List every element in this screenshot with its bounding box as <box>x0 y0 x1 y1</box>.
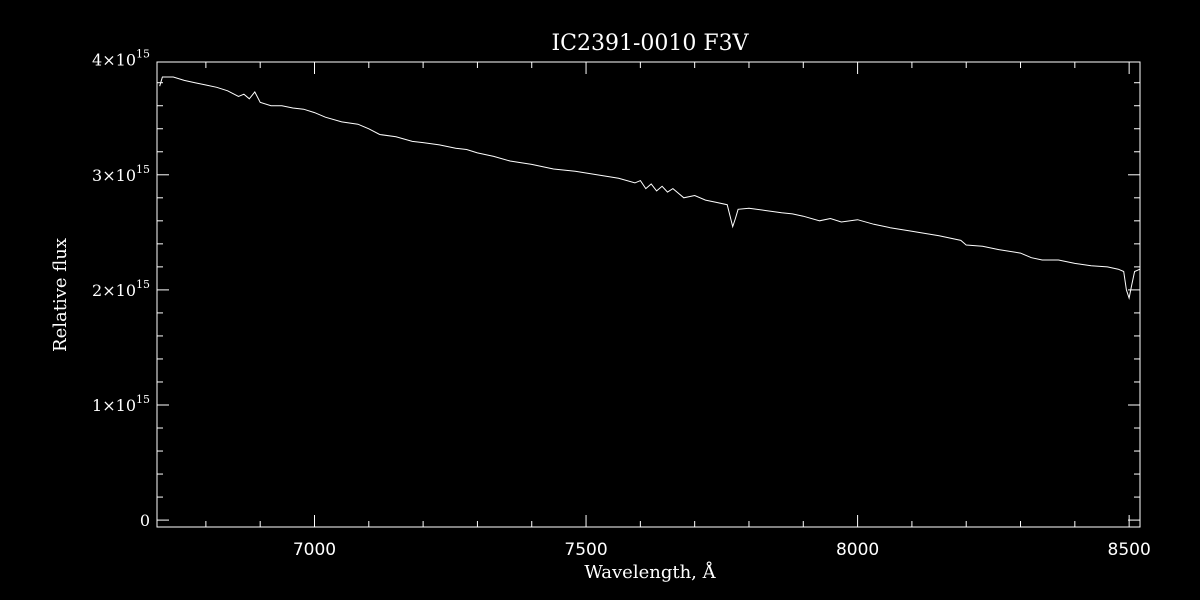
x-tick-label: 8000 <box>836 540 879 560</box>
x-tick-labels: 7000 7500 8000 8500 <box>293 540 1151 560</box>
x-tick-label: 7500 <box>564 540 607 560</box>
spectrum-line <box>159 76 1141 300</box>
x-axis-label: Wavelength, Å <box>584 561 716 583</box>
y-tick-label: 2×1015 <box>92 278 150 300</box>
axis-ticks <box>157 62 1140 527</box>
plot-frame <box>156 61 1141 528</box>
y-axis-label: Relative flux <box>50 238 71 352</box>
y-tick-labels: 0 1×1015 2×1015 3×1015 4×1015 <box>92 48 150 530</box>
y-tick-label: 1×1015 <box>92 393 150 415</box>
x-tick-label: 7000 <box>293 540 336 560</box>
y-tick-label: 4×1015 <box>92 48 150 70</box>
y-tick-label: 3×1015 <box>92 163 150 185</box>
chart-title: IC2391-0010 F3V <box>551 31 749 56</box>
y-tick-label: 0 <box>140 511 150 530</box>
x-tick-label: 8500 <box>1108 540 1151 560</box>
